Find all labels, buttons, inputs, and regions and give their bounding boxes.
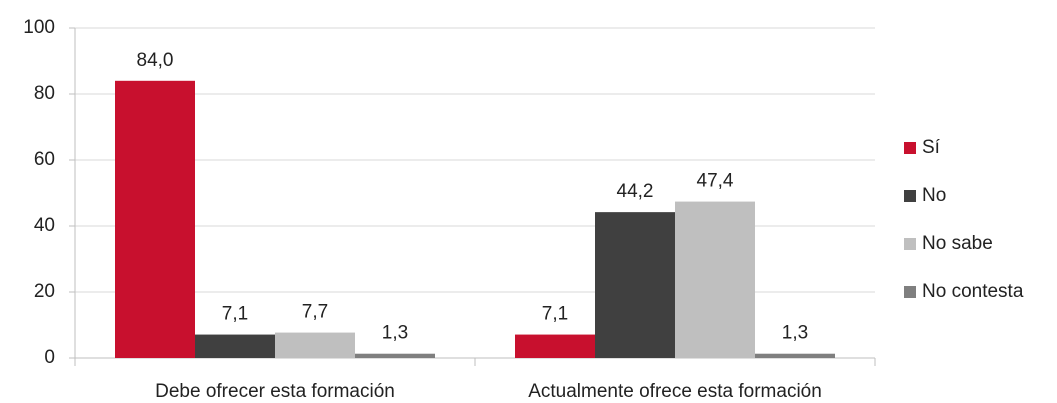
y-tick-label: 60 bbox=[34, 149, 55, 170]
bar bbox=[275, 332, 355, 358]
legend-swatch bbox=[904, 238, 916, 250]
y-tick-label: 100 bbox=[23, 17, 55, 38]
bar bbox=[515, 334, 595, 358]
data-label: 7,1 bbox=[542, 304, 568, 325]
bar bbox=[595, 212, 675, 358]
x-tick-label: Actualmente ofrece esta formación bbox=[528, 381, 822, 402]
bar bbox=[755, 353, 835, 358]
data-label: 47,4 bbox=[697, 171, 734, 192]
data-label: 7,7 bbox=[302, 302, 328, 323]
legend-swatch bbox=[904, 190, 916, 202]
data-label: 44,2 bbox=[617, 181, 654, 202]
data-label: 1,3 bbox=[382, 323, 408, 344]
legend-label: No contesta bbox=[922, 281, 1024, 302]
data-label: 84,0 bbox=[137, 50, 174, 71]
y-tick-label: 20 bbox=[34, 281, 55, 302]
bar bbox=[675, 201, 755, 358]
x-tick-label: Debe ofrecer esta formación bbox=[155, 381, 395, 402]
y-tick-label: 0 bbox=[44, 347, 55, 368]
legend-label: No bbox=[922, 185, 946, 206]
bar bbox=[355, 353, 435, 358]
bar bbox=[195, 334, 275, 358]
y-tick-label: 80 bbox=[34, 83, 55, 104]
data-label: 1,3 bbox=[782, 323, 808, 344]
y-tick-label: 40 bbox=[34, 215, 55, 236]
legend-swatch bbox=[904, 286, 916, 298]
legend-label: Sí bbox=[922, 137, 941, 158]
legend-label: No sabe bbox=[922, 233, 993, 254]
data-label: 7,1 bbox=[222, 304, 248, 325]
legend-swatch bbox=[904, 142, 916, 154]
bar bbox=[115, 80, 195, 359]
